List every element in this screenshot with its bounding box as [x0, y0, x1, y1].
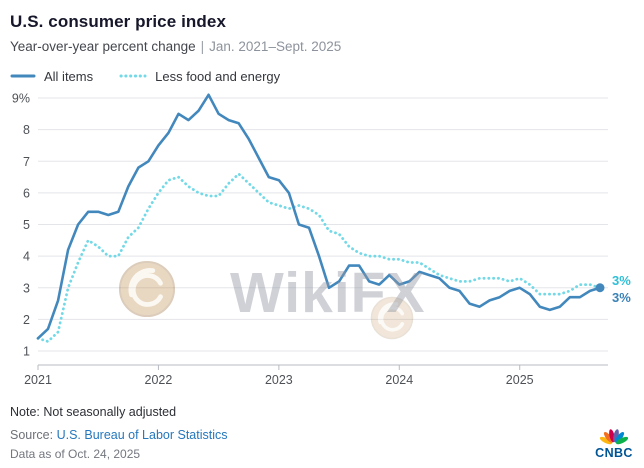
cnbc-wordmark: CNBC	[595, 446, 633, 460]
svg-text:9%: 9%	[12, 92, 30, 106]
subtitle-metric: Year-over-year percent change	[10, 39, 196, 54]
legend-label-all-items: All items	[44, 68, 94, 84]
svg-text:7: 7	[23, 155, 30, 169]
source-prefix: Source:	[10, 428, 54, 442]
svg-text:3%: 3%	[612, 273, 631, 288]
page-title: U.S. consumer price index	[10, 12, 227, 31]
svg-text:2025: 2025	[506, 373, 534, 387]
svg-text:3: 3	[23, 281, 30, 295]
svg-text:2022: 2022	[145, 373, 173, 387]
legend-label-less-food-energy: Less food and energy	[155, 68, 281, 84]
source-link[interactable]: U.S. Bureau of Labor Statistics	[56, 428, 228, 442]
svg-text:2024: 2024	[385, 373, 413, 387]
source-line: Source: U.S. Bureau of Labor Statistics	[10, 428, 634, 443]
svg-text:2023: 2023	[265, 373, 293, 387]
svg-text:2: 2	[23, 313, 30, 327]
footnote: Note: Not seasonally adjusted	[10, 405, 177, 419]
cpi-line-chart: 1 2 3 4 5 6 7 8 9% 2021 2022 2023 2024 2025 3% 3%	[12, 92, 631, 388]
svg-text:8: 8	[23, 123, 30, 137]
chart-footer: Note: Not seasonally adjusted Source: U.…	[0, 405, 644, 461]
svg-text:1: 1	[23, 345, 30, 359]
svg-text:6: 6	[23, 186, 30, 200]
svg-text:2021: 2021	[24, 373, 52, 387]
svg-text:4: 4	[23, 250, 30, 264]
less-food-energy-line-swatch	[119, 74, 147, 78]
svg-text:3%: 3%	[612, 290, 631, 305]
chart-subtitle: Year-over-year percent change | Jan. 2021–…	[0, 39, 644, 55]
legend-item-less-food-energy: Less food and energy	[119, 69, 280, 84]
cnbc-peacock-icon	[600, 429, 628, 445]
chart-legend: All items Less food and energy	[0, 67, 644, 85]
all-items-line-swatch	[10, 74, 36, 78]
data-as-of: Data as of Oct. 24, 2025	[10, 447, 141, 461]
subtitle-date-range: Jan. 2021–Sept. 2025	[209, 39, 342, 54]
svg-text:5: 5	[23, 218, 30, 232]
cnbc-logo: CNBC	[592, 428, 636, 460]
subtitle-separator: |	[200, 39, 205, 54]
legend-item-all-items: All items	[10, 69, 93, 84]
